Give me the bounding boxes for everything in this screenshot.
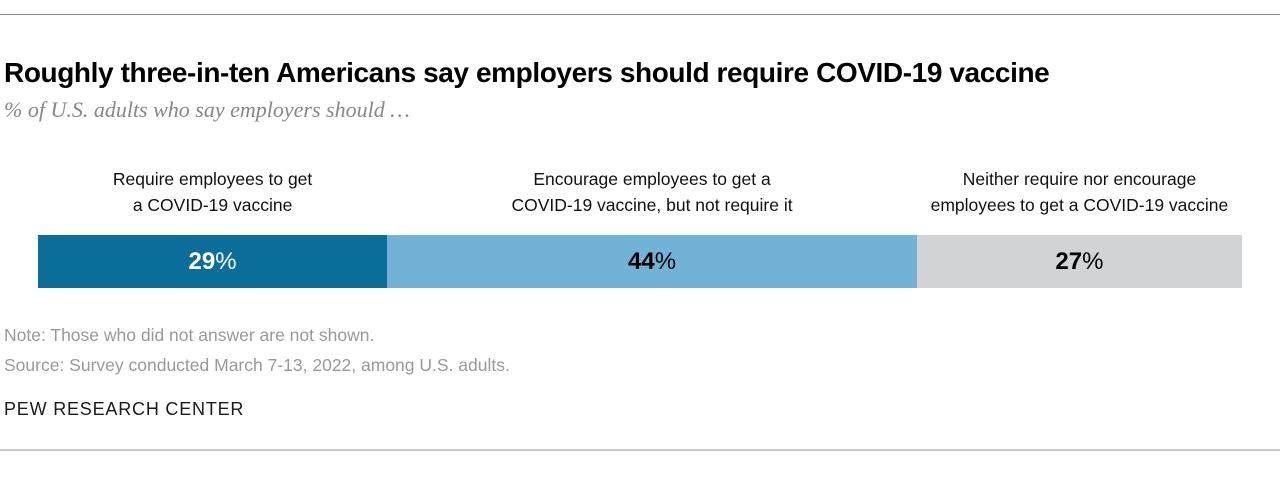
stacked-bar-chart: Require employees to get a COVID-19 vacc… xyxy=(38,166,1242,288)
bottom-divider xyxy=(0,449,1280,451)
segment-label-require: Require employees to get a COVID-19 vacc… xyxy=(38,166,387,218)
segment-label-encourage: Encourage employees to get a COVID-19 va… xyxy=(387,166,917,218)
source-text: Source: Survey conducted March 7-13, 202… xyxy=(4,355,510,375)
segment-value-sign: % xyxy=(654,247,677,275)
segment-value-sign: % xyxy=(1082,247,1104,275)
segment-label-line: Require employees to get xyxy=(112,169,313,189)
chart-subtitle: % of U.S. adults who say employers shoul… xyxy=(4,97,410,122)
stacked-bar: 29% 44% 27% xyxy=(38,235,1242,288)
segment-label-line: Neither require nor encourage xyxy=(962,169,1197,189)
note-text: Note: Those who did not answer are not s… xyxy=(4,325,375,345)
bar-segment-require: 29% xyxy=(38,235,388,288)
top-divider xyxy=(0,14,1280,15)
bar-segment-encourage: 44% xyxy=(387,235,917,288)
chart-title: Roughly three-in-ten Americans say emplo… xyxy=(4,56,1050,88)
segment-value: 44 xyxy=(628,247,655,275)
bar-segment-neither: 27% xyxy=(916,235,1242,288)
segment-value: 27 xyxy=(1055,247,1083,275)
segment-label-neither: Neither require nor encourage employees … xyxy=(917,166,1242,218)
segment-labels-row: Require employees to get a COVID-19 vacc… xyxy=(38,166,1242,218)
segment-label-line: a COVID-19 vaccine xyxy=(132,195,293,215)
pew-research-center-wordmark: PEW RESEARCH CENTER xyxy=(4,399,245,419)
segment-value-sign: % xyxy=(215,247,237,275)
footnotes: Note: Those who did not answer are not s… xyxy=(4,320,510,380)
segment-value: 29 xyxy=(188,247,216,275)
segment-label-line: Encourage employees to get a xyxy=(533,169,771,189)
segment-label-line: employees to get a COVID-19 vaccine xyxy=(930,195,1229,215)
segment-label-line: COVID-19 vaccine, but not require it xyxy=(511,195,793,215)
